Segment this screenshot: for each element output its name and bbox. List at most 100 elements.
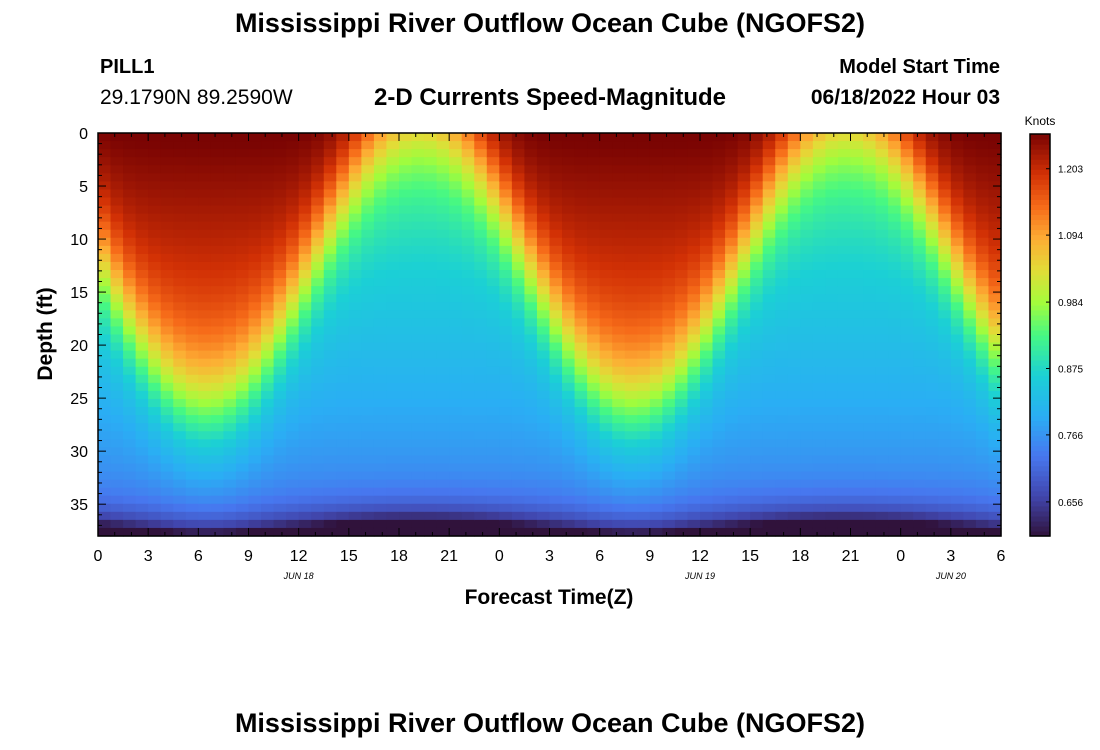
heatmap-cell — [800, 423, 814, 432]
heatmap-cell — [198, 261, 212, 271]
heatmap-cell — [825, 189, 839, 199]
heatmap-cell — [574, 511, 588, 521]
heatmap-cell — [674, 382, 689, 392]
heatmap-cell — [373, 245, 388, 255]
heatmap-cell — [348, 447, 362, 456]
colorbar-segment — [1030, 169, 1050, 175]
heatmap-cell — [261, 479, 275, 489]
heatmap-cell — [98, 503, 112, 513]
heatmap-cell — [712, 326, 726, 336]
heatmap-cell — [399, 487, 413, 497]
heatmap-cell — [248, 415, 262, 424]
heatmap-cell — [411, 189, 425, 199]
heatmap-cell — [674, 487, 689, 497]
heatmap-cell — [185, 205, 199, 215]
heatmap-cell — [135, 302, 149, 311]
heatmap-cell — [223, 342, 237, 352]
heatmap-cell — [963, 527, 977, 537]
heatmap-cell — [725, 173, 739, 182]
heatmap-cell — [812, 471, 827, 481]
heatmap-cell — [888, 221, 902, 231]
heatmap-cell — [198, 342, 212, 352]
heatmap-cell — [98, 141, 112, 150]
heatmap-cell — [524, 253, 538, 263]
heatmap-cell — [624, 261, 638, 271]
colorbar-segment — [1030, 435, 1050, 442]
heatmap-cell — [674, 326, 689, 336]
heatmap-cell — [273, 173, 287, 182]
heatmap-cell — [700, 342, 714, 352]
heatmap-cell — [436, 374, 450, 384]
heatmap-cell — [298, 286, 312, 295]
heatmap-cell — [248, 503, 262, 513]
heatmap-cell — [248, 213, 262, 223]
heatmap-cell — [235, 463, 250, 473]
heatmap-cell — [511, 382, 526, 392]
heatmap-cell — [549, 253, 563, 263]
heatmap-cell — [286, 334, 300, 344]
x-tick-label: 15 — [741, 548, 759, 565]
heatmap-cell — [649, 229, 663, 239]
heatmap-cell — [549, 237, 563, 247]
heatmap-cell — [562, 334, 576, 344]
heatmap-cell — [888, 455, 902, 465]
heatmap-cell — [185, 157, 199, 166]
heatmap-cell — [123, 141, 137, 150]
heatmap-cell — [449, 527, 463, 537]
heatmap-cell — [373, 149, 388, 158]
heatmap-cell — [273, 133, 287, 142]
heatmap-cell — [261, 205, 275, 215]
heatmap-cell — [737, 382, 751, 392]
heatmap-cell — [825, 407, 839, 416]
heatmap-cell — [599, 527, 613, 537]
heatmap-cell — [210, 294, 225, 303]
heatmap-cell — [286, 157, 300, 166]
heatmap-cell — [361, 253, 375, 263]
heatmap-cell — [913, 334, 927, 344]
heatmap-cell — [98, 358, 112, 368]
y-tick-label: 25 — [70, 391, 88, 408]
heatmap-cell — [361, 527, 375, 537]
heatmap-cell — [386, 189, 400, 199]
heatmap-cell — [486, 407, 500, 416]
heatmap-cell — [185, 423, 199, 432]
heatmap-cell — [474, 245, 488, 255]
colorbar-segment — [1030, 395, 1050, 401]
heatmap-cell — [373, 229, 388, 239]
heatmap-cell — [900, 294, 914, 303]
heatmap-cell — [963, 374, 977, 384]
heatmap-cell — [248, 205, 262, 215]
heatmap-cell — [536, 318, 551, 328]
heatmap-cell — [135, 229, 149, 239]
heatmap-cell — [148, 205, 162, 215]
heatmap-cell — [624, 270, 638, 279]
colorbar-segment — [1030, 475, 1050, 482]
heatmap-cell — [762, 463, 776, 473]
heatmap-cell — [737, 326, 751, 336]
heatmap-cell — [662, 527, 676, 537]
heatmap-cell — [649, 382, 663, 392]
heatmap-cell — [762, 447, 776, 456]
heatmap-cell — [135, 318, 149, 328]
heatmap-cell — [148, 149, 162, 158]
heatmap-cell — [950, 463, 964, 473]
heatmap-cell — [963, 245, 977, 255]
heatmap-cell — [837, 229, 852, 239]
heatmap-cell — [361, 181, 375, 191]
heatmap-cell — [750, 374, 764, 384]
heatmap-cell — [511, 479, 526, 489]
heatmap-cell — [963, 390, 977, 400]
heatmap-cell — [536, 237, 551, 247]
heatmap-cell — [160, 229, 174, 239]
heatmap-cell — [536, 205, 551, 215]
heatmap-cell — [348, 374, 362, 384]
heatmap-cell — [411, 390, 425, 400]
heatmap-cell — [975, 415, 990, 424]
heatmap-cell — [938, 398, 952, 408]
heatmap-cell — [800, 407, 814, 416]
heatmap-cell — [725, 213, 739, 223]
heatmap-cell — [925, 415, 939, 424]
heatmap-cell — [223, 455, 237, 465]
colorbar-segment — [1030, 430, 1050, 437]
heatmap-cell — [612, 245, 626, 255]
